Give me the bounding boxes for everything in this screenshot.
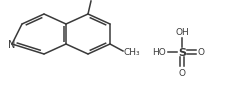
Text: O: O <box>178 68 185 77</box>
Text: N: N <box>8 40 16 50</box>
Text: O: O <box>198 48 205 57</box>
Text: OH: OH <box>175 28 189 37</box>
Text: CH₃: CH₃ <box>124 48 141 57</box>
Text: HO: HO <box>152 48 166 57</box>
Text: S: S <box>178 48 186 57</box>
